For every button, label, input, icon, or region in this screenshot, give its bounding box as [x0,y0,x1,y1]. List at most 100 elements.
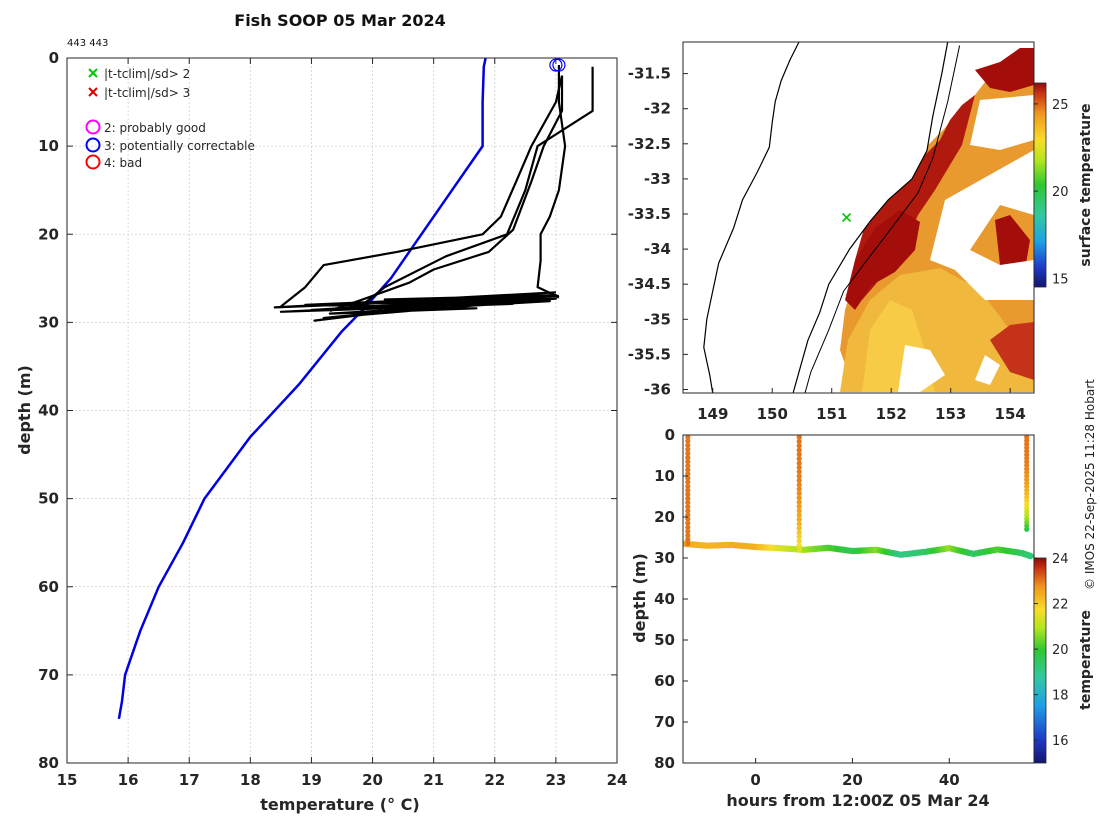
section-cast-point [1024,491,1030,497]
section-cast-point [685,541,691,547]
profile-ytick-label: 0 [49,49,59,67]
sst-colorbar-tick-label: 20 [1052,185,1069,200]
section-cast-point [796,477,802,483]
section-cast-point [796,469,802,475]
sst-eac-core-2 [845,210,920,310]
section-cast-point [685,500,691,506]
map-ytick-label: -34 [644,240,671,258]
legend-label: 3: potentially correctable [104,139,255,153]
section-cast-point [1024,484,1030,490]
cloud-gap-1 [930,150,1034,300]
temperature-colorbar-ticks: 16 18 20 22 24 [1034,552,1069,749]
profile-plot-area [67,58,617,763]
temperature-colorbar-label: temperature [1078,610,1094,710]
section-cast-point [796,521,802,527]
section-cast-point [1024,441,1030,447]
profile-series-profile-4 [280,75,564,308]
profile-ytick-label: 30 [38,313,59,331]
section-xlabel: hours from 12:00Z 05 Mar 24 [726,791,989,810]
section-cast-point [1024,448,1030,454]
section-cast-point [685,491,691,497]
section-cast-point [1024,498,1030,504]
profile-series-climatology [117,58,487,720]
section-ytick-label: 60 [654,672,675,690]
section-cast-point [685,520,691,526]
section-cast-point [685,512,691,518]
section-cast-point [1024,455,1030,461]
profile-ytick-label: 40 [38,402,59,420]
section-cast-point [796,547,802,553]
profile-xtick-label: 18 [240,771,261,789]
section-cast-point [796,456,802,462]
cloud-gap-2 [970,95,1034,150]
section-cast-point [796,534,802,540]
legend-label: 4: bad [104,156,142,170]
profile-xtick-label: 17 [179,771,200,789]
profile-series [117,58,594,720]
section-cast-point [1024,477,1030,483]
profile-ytick-label: 60 [38,578,59,596]
section-cast-point [796,464,802,470]
map-xtick-label: 150 [757,405,788,423]
section-cast-point [796,503,802,509]
map-ytick-label: -31.5 [628,65,671,83]
temperature-colorbar-tick-label: 20 [1052,643,1069,658]
section-cast-point [1024,469,1030,476]
sst-southeast-patch [990,322,1034,380]
legend-green-x-icon [88,68,98,78]
section-cast-point [685,475,691,481]
legend-entry-sd2: |t-tclim|/sd> 2 [88,67,190,81]
profile-series-profile-3 [329,75,564,312]
profile-grid [67,58,617,763]
legend-entry-correctable: 3: potentially correctable [85,137,255,153]
profile-xtick-label: 23 [545,771,566,789]
section-cast-point [796,482,802,488]
legend-label: |t-tclim|/sd> 3 [104,86,190,100]
profile-series-bottom-scribble [273,291,559,322]
map-xtick-label: 149 [697,405,728,423]
sst-north-patch [975,48,1034,92]
section-cast-point [685,496,691,502]
profile-xtick-label: 20 [362,771,383,789]
section-cast-point [796,435,802,440]
section-ytick-label: 10 [654,467,675,485]
section-cast-point [796,447,802,453]
section-cast-point [685,532,691,539]
sst-east-patch [995,215,1030,270]
legend-label: |t-tclim|/sd> 2 [104,67,190,81]
map-ticks: 149 150 151 152 153 154 -31.5 -32 -32.5 -33 -33.5 -… [628,65,1026,423]
section-cast-point [685,438,691,444]
map-xtick-label: 154 [995,405,1026,423]
section-point [1027,552,1034,560]
profile-ytick-label: 20 [38,225,59,243]
sst-colorbar [1033,82,1047,288]
section-ytick-label: 40 [654,590,675,608]
section-cast-point [796,451,802,457]
section-points [683,435,1034,560]
map-marker-stroke [842,212,852,223]
section-xtick-label: 40 [939,771,960,789]
section-cast-point [685,524,691,530]
section-cast-point [685,487,691,493]
section-cast-point [685,463,691,469]
sst-map: 149 150 151 152 153 154 -31.5 -32 -32.5 -33 -33.5 -… [628,41,1094,423]
section-cast-point [796,512,802,518]
legend-red-x-icon [88,87,98,97]
profile-xlabel: temperature (° C) [260,795,419,814]
legend-entry-probably-good: 2: probably good [85,119,206,135]
section-cast-point [796,495,802,501]
section-cast-point [796,538,802,544]
section-ytick-label: 70 [654,713,675,731]
section-cast-point [1024,519,1030,525]
id-text: 443 443 [67,38,108,49]
profile-xlabel-text: temperature (° C) [260,795,419,814]
section-cast-point [685,528,691,535]
profile-series-profile-1 [536,65,567,299]
section-cast-point [685,450,691,456]
temperature-colorbar-tick-label: 16 [1052,734,1069,749]
map-xtick-label: 151 [816,405,847,423]
section-cast-point [1024,462,1030,468]
flag-circle-marker [552,58,566,72]
profile-ytick-label: 50 [38,490,59,508]
